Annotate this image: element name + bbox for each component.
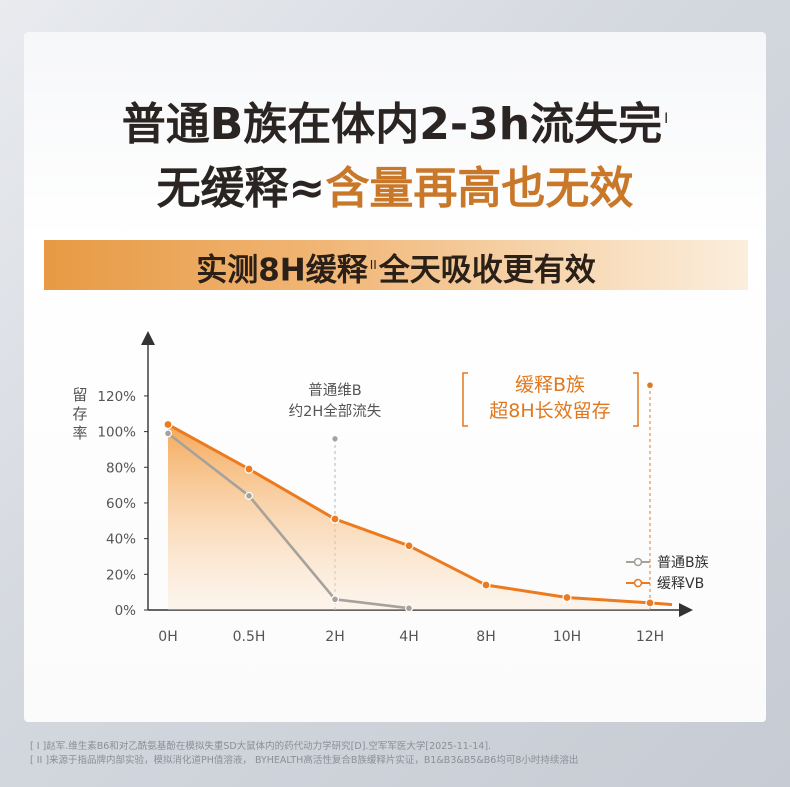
y-tick-label: 0% bbox=[115, 603, 137, 619]
headline-line-1: 普通B族在体内2-3h流失完 I bbox=[0, 88, 790, 152]
x-tick-label: 8H bbox=[476, 629, 495, 645]
footnote-1: [ I ]赵军.维生素B6和对乙酰氨基酚在模拟失重SD大鼠体内的药代动力学研究[… bbox=[30, 741, 492, 752]
release-series-line bbox=[167, 423, 673, 607]
release-data-point bbox=[330, 514, 340, 524]
y-axis-label-char: 率 bbox=[72, 424, 87, 442]
release-annotation-line-1: 缓释B族 bbox=[515, 374, 585, 396]
y-tick-label: 120% bbox=[97, 389, 136, 405]
release-bracket-left bbox=[462, 372, 468, 427]
release-annotation-line-2: 超8H长效留存 bbox=[489, 400, 610, 422]
release-data-point bbox=[645, 598, 655, 608]
normal-data-point bbox=[245, 491, 254, 500]
claim-banner: 实测8H缓释 II全天吸收更有效 bbox=[44, 240, 748, 290]
footnote-2: [ II ]来源于指品牌内部实验，模拟消化道PH值溶液， BYHEALTH高活性… bbox=[30, 755, 579, 766]
release-data-point bbox=[244, 464, 254, 474]
x-tick-label: 12H bbox=[636, 629, 664, 645]
normal-data-point bbox=[405, 604, 414, 613]
release-guide-dot bbox=[647, 382, 653, 389]
normal-data-point bbox=[331, 595, 340, 604]
x-tick-label: 10H bbox=[553, 629, 581, 645]
headline-line-2-highlight: 含量再高也无效 bbox=[325, 163, 634, 214]
normal-guide-dot bbox=[332, 436, 338, 442]
x-tick-label: 4H bbox=[399, 629, 418, 645]
footnote-mark-1: I bbox=[664, 111, 669, 128]
x-tick-label: 0.5H bbox=[233, 629, 266, 645]
y-tick-label: 40% bbox=[106, 532, 136, 548]
release-data-point bbox=[404, 541, 414, 551]
footnote-mark-2: II bbox=[369, 258, 377, 272]
y-tick-label: 60% bbox=[106, 496, 136, 512]
banner-text-b: 全天吸收更有效 bbox=[378, 252, 596, 289]
legend-swatch-marker bbox=[633, 557, 643, 567]
headline-line-1-text: 普通B族在体内2-3h流失完 bbox=[121, 99, 663, 150]
legend-swatch-marker bbox=[633, 578, 643, 588]
normal-annotation-line-2: 约2H全部流失 bbox=[289, 402, 382, 420]
x-tick-label: 2H bbox=[325, 629, 344, 645]
legend-entry: 普通B族 bbox=[657, 555, 709, 571]
y-axis-label-char: 存 bbox=[72, 405, 87, 423]
y-axis-label-char: 留 bbox=[72, 386, 87, 404]
y-tick-label: 20% bbox=[106, 567, 136, 583]
headline-line-2-prefix: 无缓释≈ bbox=[156, 163, 326, 214]
release-area bbox=[168, 424, 650, 610]
x-tick-label: 0H bbox=[158, 629, 177, 645]
release-bracket-right bbox=[633, 372, 639, 427]
headline-line-2: 无缓释≈含量再高也无效 bbox=[0, 152, 790, 216]
release-data-point bbox=[562, 592, 572, 603]
legend-entry: 缓释VB bbox=[657, 576, 704, 592]
normal-data-point bbox=[164, 429, 173, 438]
normal-series-line bbox=[167, 432, 410, 610]
release-data-point bbox=[163, 419, 173, 430]
y-tick-label: 100% bbox=[97, 425, 136, 441]
release-data-point bbox=[481, 580, 491, 590]
y-tick-label: 80% bbox=[106, 460, 136, 476]
normal-annotation-line-1: 普通维B bbox=[308, 382, 361, 399]
banner-text-a: 实测8H缓释 bbox=[196, 252, 368, 289]
